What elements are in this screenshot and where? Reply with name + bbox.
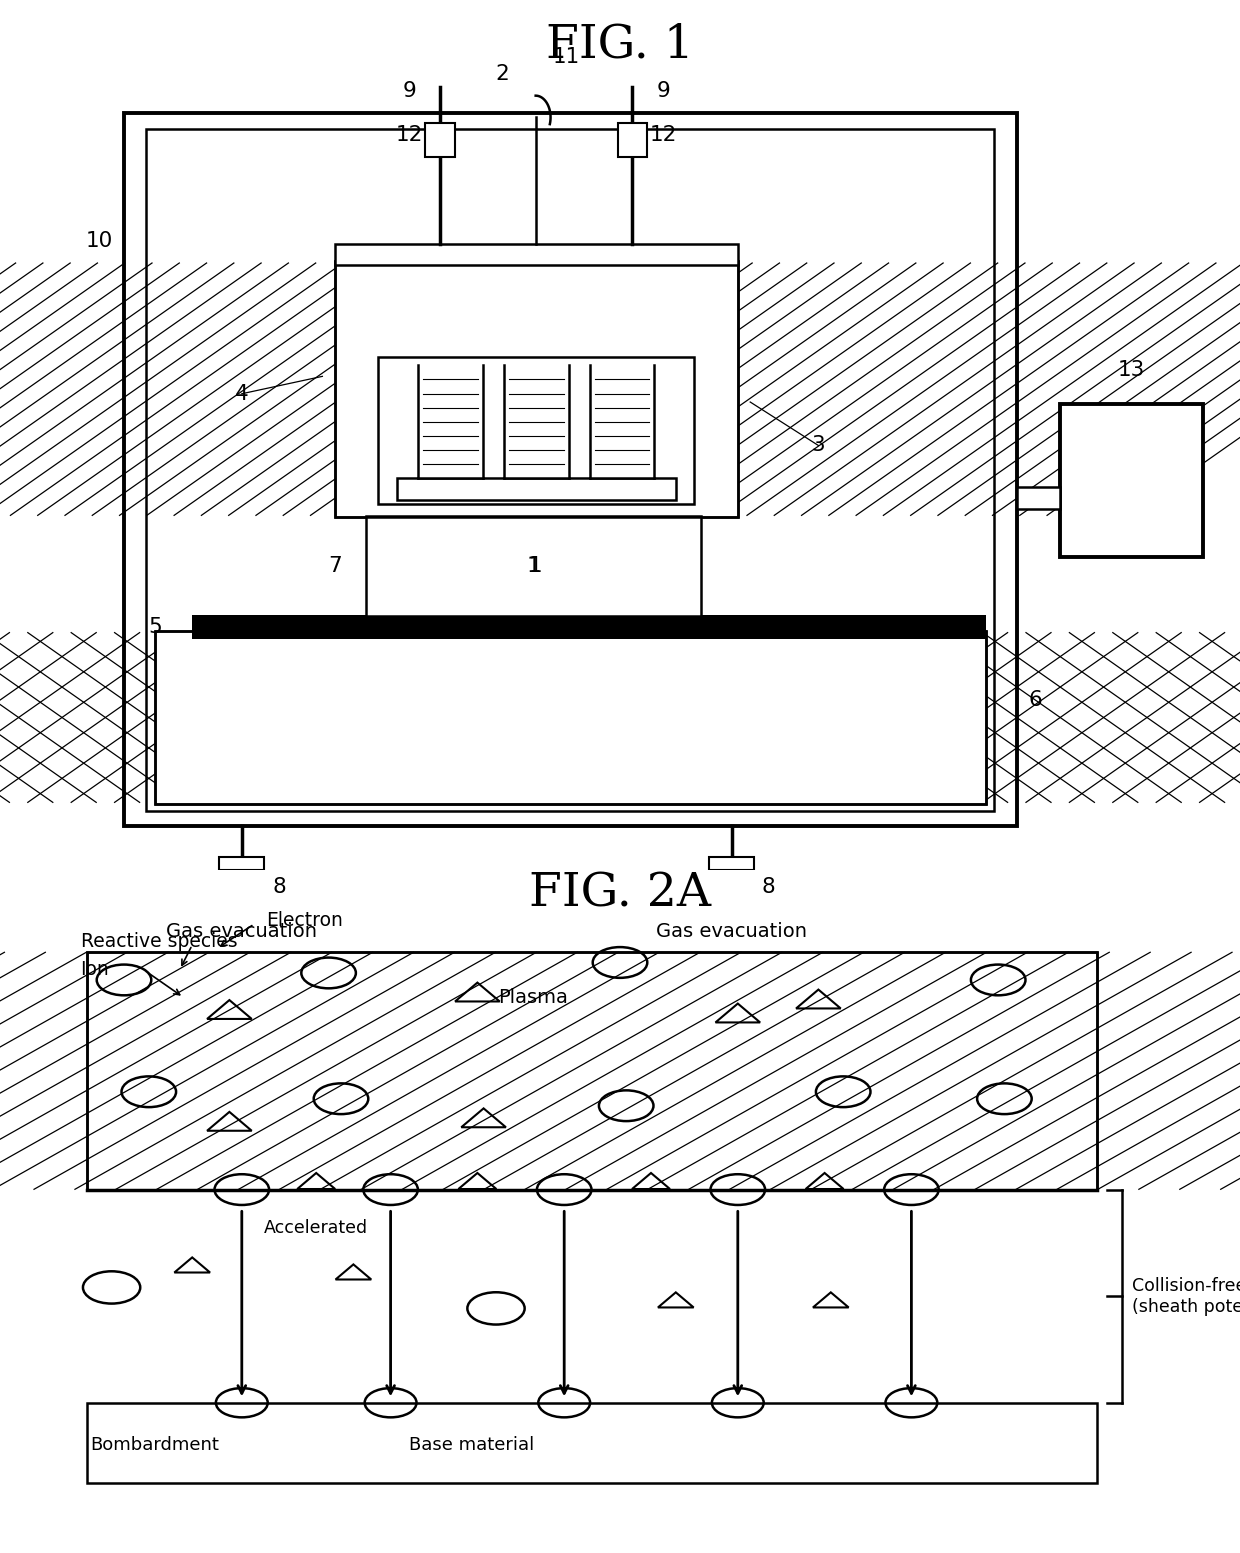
Bar (378, 357, 694, 505)
Bar (219, 857, 264, 870)
Text: Ion: Ion (81, 960, 109, 978)
Text: Gas evacuation: Gas evacuation (656, 922, 807, 941)
Bar (124, 113, 1017, 826)
Text: Electron: Electron (267, 912, 343, 930)
Bar (366, 516, 701, 615)
Bar (1017, 488, 1060, 509)
Text: 1: 1 (526, 556, 541, 576)
Text: 8: 8 (761, 877, 776, 898)
Text: 8: 8 (272, 877, 286, 898)
Text: 13: 13 (1118, 360, 1145, 379)
Text: 12: 12 (396, 124, 423, 144)
Bar (1060, 404, 1203, 556)
Bar (87, 952, 1097, 1190)
Text: Accelerated: Accelerated (264, 1219, 368, 1238)
Bar (618, 124, 647, 157)
Text: 7: 7 (327, 556, 342, 576)
Text: Gas evacuation: Gas evacuation (166, 922, 317, 941)
Bar (335, 261, 738, 517)
Text: Bombardment: Bombardment (91, 1435, 219, 1454)
Bar (335, 261, 738, 517)
Text: FIG. 2A: FIG. 2A (529, 871, 711, 916)
Text: 9: 9 (656, 81, 671, 101)
Text: 11: 11 (553, 47, 580, 67)
Bar (503, 365, 568, 478)
Bar (425, 124, 455, 157)
Bar (397, 478, 676, 500)
Bar (87, 1402, 1097, 1483)
Bar (146, 129, 994, 811)
Bar (709, 857, 754, 870)
Text: 12: 12 (650, 124, 677, 144)
Text: 1: 1 (529, 556, 542, 576)
Text: 5: 5 (148, 617, 162, 637)
Text: 2: 2 (495, 64, 510, 84)
Bar (590, 365, 655, 478)
Text: Base material: Base material (408, 1435, 534, 1454)
Bar (87, 952, 1097, 1190)
Text: FIG. 1: FIG. 1 (546, 22, 694, 67)
Text: 4: 4 (234, 384, 249, 404)
Bar (192, 615, 986, 640)
Text: 10: 10 (86, 231, 113, 252)
Text: Plasma: Plasma (498, 988, 568, 1006)
Bar (335, 244, 738, 266)
Text: Collision-free sheath
(sheath potential): Collision-free sheath (sheath potential) (1132, 1277, 1240, 1315)
Bar (155, 631, 986, 804)
Bar (155, 631, 986, 804)
Text: 6: 6 (1028, 690, 1043, 710)
Bar (418, 365, 482, 478)
Text: Reactive species: Reactive species (81, 932, 237, 950)
Text: 9: 9 (402, 81, 417, 101)
Text: 3: 3 (812, 435, 825, 455)
